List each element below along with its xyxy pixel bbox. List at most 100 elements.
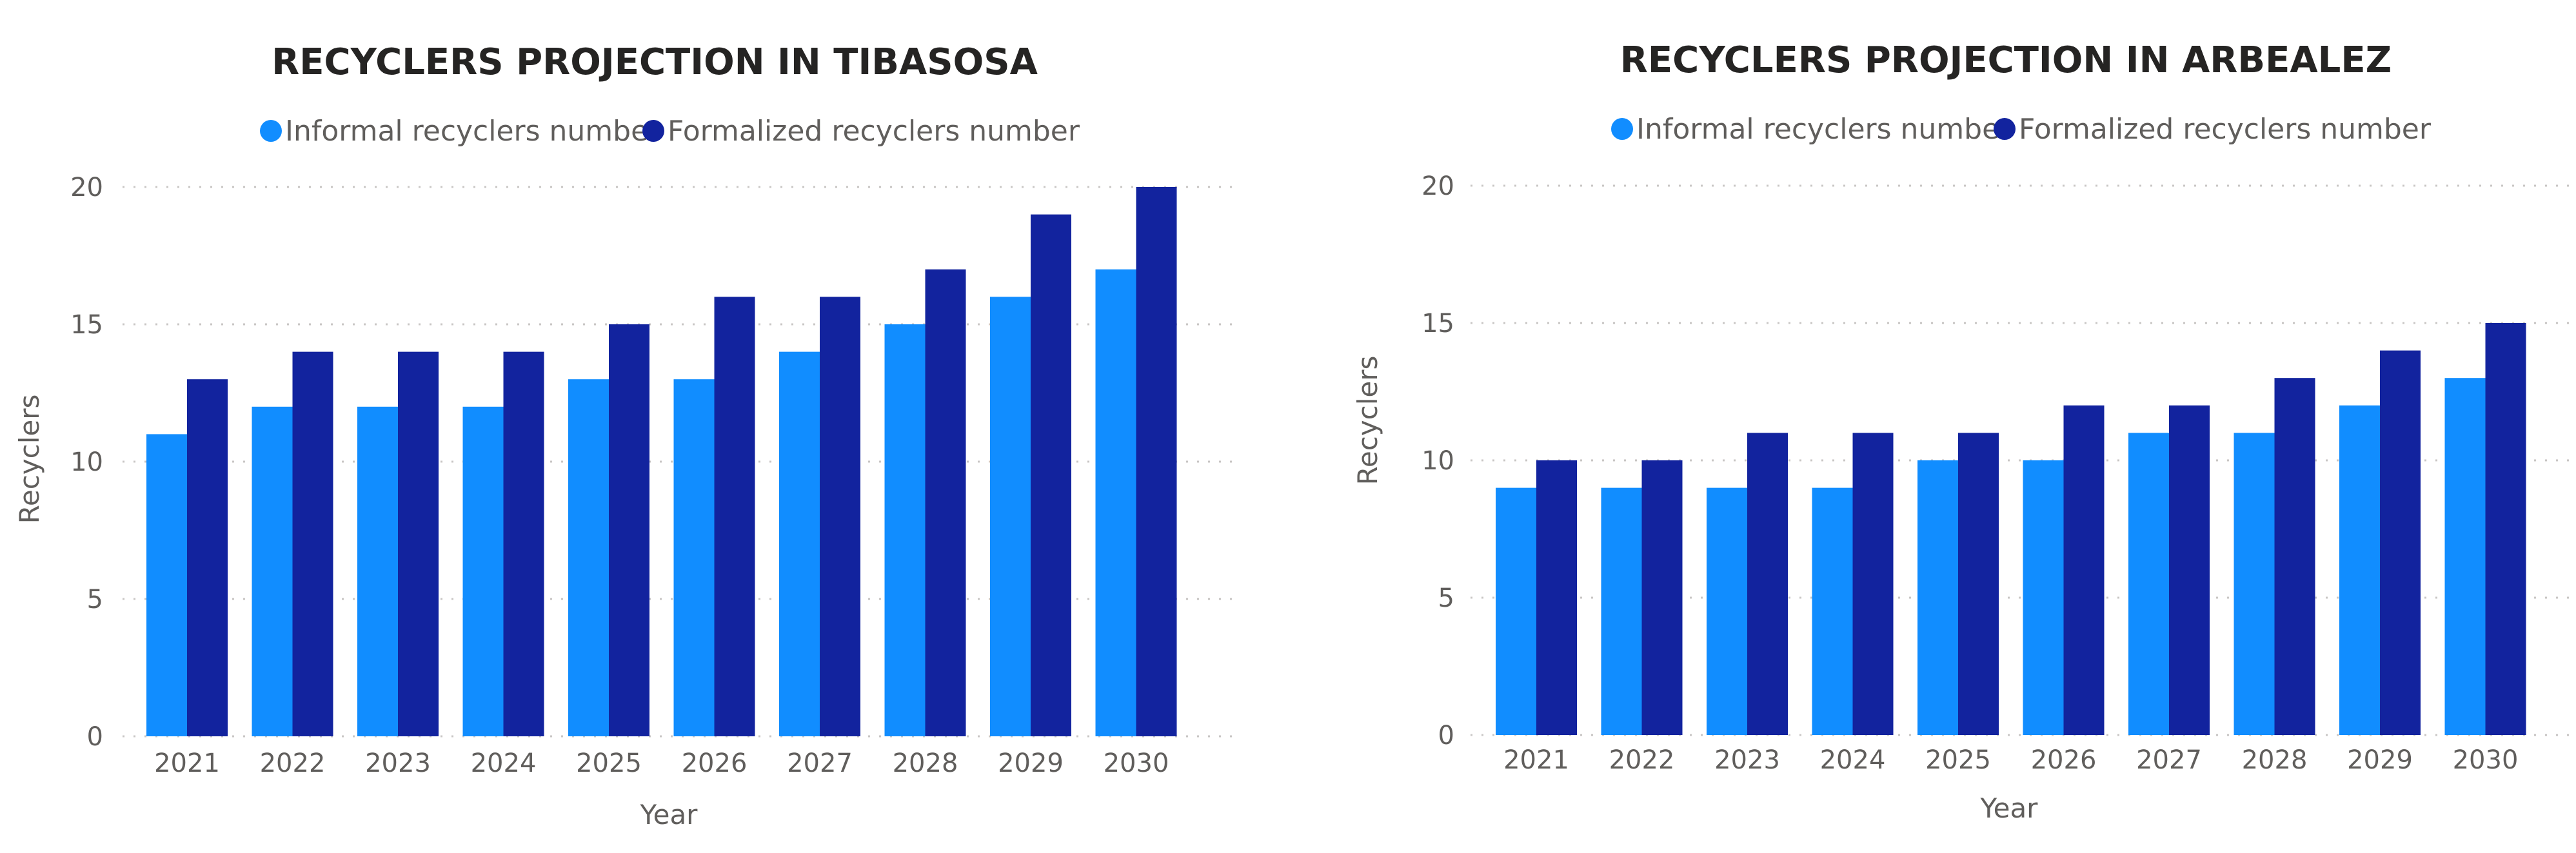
bar-informal-2024[interactable]	[462, 406, 504, 736]
x-tick-label: 2023	[1714, 745, 1780, 775]
legend: Informal recyclers number Formalized rec…	[260, 115, 1080, 148]
y-tick-labels: 0 5 10 15 20	[1422, 172, 1454, 750]
x-tick-label: 2021	[1503, 745, 1569, 775]
bar-informal-2028[interactable]	[884, 324, 926, 736]
x-tick-label: 2022	[260, 749, 326, 778]
bar-formalized-2030[interactable]	[2485, 323, 2526, 735]
bar-formalized-2023[interactable]	[398, 351, 439, 736]
chart-title: RECYCLERS PROJECTION IN ARBEALEZ	[1620, 39, 2392, 81]
x-tick-label: 2028	[893, 749, 958, 778]
x-tick-label: 2026	[682, 749, 748, 778]
x-tick-label: 2021	[154, 749, 220, 778]
legend-marker-informal	[1611, 118, 1633, 140]
legend-item-informal[interactable]: Informal recyclers number	[1611, 113, 2012, 146]
bars	[146, 187, 1177, 737]
y-tick-labels: 0 5 10 15 20	[70, 173, 103, 752]
x-tick-label: 2025	[1925, 745, 1991, 775]
y-tick-label: 15	[1422, 309, 1454, 338]
bar-formalized-2029[interactable]	[1031, 214, 1071, 737]
bar-formalized-2023[interactable]	[1747, 433, 1788, 735]
bar-informal-2022[interactable]	[1601, 487, 1642, 735]
x-tick-label: 2029	[2347, 745, 2413, 775]
bar-informal-2028[interactable]	[2234, 433, 2275, 735]
x-tick-label: 2025	[576, 749, 642, 778]
x-tick-label: 2030	[1104, 749, 1169, 778]
chart-tibasosa-svg: RECYCLERS PROJECTION IN TIBASOSA Informa…	[14, 41, 1238, 830]
x-tick-labels: 2021 2022 2023 2024 2025 2026 2027 2028 2029 2030	[154, 749, 1169, 778]
bar-formalized-2022[interactable]	[292, 351, 333, 736]
x-axis-label: Year	[640, 799, 698, 830]
legend-label-formalized: Formalized recyclers number	[2019, 113, 2432, 146]
legend-marker-formalized	[1994, 118, 2016, 140]
legend-item-formalized[interactable]: Formalized recyclers number	[642, 115, 1080, 148]
bar-formalized-2024[interactable]	[503, 351, 544, 736]
legend-marker-informal	[260, 120, 282, 142]
chart-title: RECYCLERS PROJECTION IN TIBASOSA	[272, 41, 1038, 83]
legend-marker-formalized	[642, 120, 664, 142]
bar-formalized-2025[interactable]	[1958, 433, 1999, 735]
y-tick-label: 5	[87, 585, 103, 614]
bar-informal-2021[interactable]	[1496, 487, 1536, 735]
legend: Informal recyclers number Formalized rec…	[1611, 113, 2432, 146]
bar-formalized-2026[interactable]	[2063, 405, 2105, 735]
bar-informal-2023[interactable]	[1707, 487, 1747, 735]
bar-formalized-2022[interactable]	[1641, 460, 1683, 735]
y-tick-label: 5	[1438, 583, 1454, 613]
bar-informal-2025[interactable]	[1917, 460, 1958, 735]
y-tick-label: 20	[1422, 172, 1454, 201]
bar-informal-2030[interactable]	[2444, 378, 2486, 735]
x-tick-label: 2027	[787, 749, 853, 778]
x-tick-label: 2027	[2136, 745, 2202, 775]
bar-formalized-2028[interactable]	[925, 269, 966, 736]
bar-informal-2026[interactable]	[2023, 460, 2064, 735]
bar-formalized-2030[interactable]	[1136, 187, 1177, 736]
bar-informal-2029[interactable]	[990, 297, 1031, 736]
bar-formalized-2029[interactable]	[2380, 350, 2421, 735]
legend-label-formalized: Formalized recyclers number	[668, 115, 1080, 148]
x-tick-label: 2024	[471, 749, 537, 778]
bar-informal-2024[interactable]	[1812, 487, 1853, 735]
bar-formalized-2026[interactable]	[714, 297, 755, 736]
bar-formalized-2028[interactable]	[2274, 378, 2315, 735]
bar-formalized-2027[interactable]	[820, 297, 860, 736]
x-tick-label: 2024	[1820, 745, 1886, 775]
y-axis-label: Recyclers	[14, 395, 45, 524]
legend-item-informal[interactable]: Informal recyclers number	[260, 115, 660, 148]
bar-formalized-2027[interactable]	[2169, 405, 2210, 735]
bar-informal-2029[interactable]	[2339, 405, 2380, 735]
y-tick-label: 10	[70, 447, 103, 477]
x-tick-label: 2026	[2031, 745, 2097, 775]
bars	[1496, 323, 2526, 735]
bar-informal-2030[interactable]	[1095, 269, 1136, 736]
bar-informal-2025[interactable]	[568, 379, 609, 736]
legend-label-informal: Informal recyclers number	[1636, 113, 2012, 146]
y-tick-label: 0	[1438, 721, 1454, 750]
x-axis-label: Year	[1980, 792, 2039, 824]
bar-formalized-2024[interactable]	[1852, 433, 1894, 735]
x-tick-label: 2022	[1609, 745, 1675, 775]
bar-informal-2026[interactable]	[673, 379, 715, 736]
x-tick-label: 2030	[2453, 745, 2519, 775]
bar-informal-2023[interactable]	[357, 406, 398, 736]
bar-formalized-2025[interactable]	[609, 324, 649, 736]
x-tick-label: 2028	[2242, 745, 2308, 775]
y-tick-label: 10	[1422, 446, 1454, 476]
bar-informal-2021[interactable]	[146, 434, 187, 736]
x-tick-labels: 2021 2022 2023 2024 2025 2026 2027 2028 2029 2030	[1503, 745, 2518, 775]
bar-formalized-2021[interactable]	[187, 379, 228, 736]
chart-arbealez: RECYCLERS PROJECTION IN ARBEALEZ Informa…	[1348, 0, 2576, 853]
y-tick-label: 15	[70, 310, 103, 340]
bar-informal-2022[interactable]	[252, 406, 293, 736]
bar-informal-2027[interactable]	[2128, 433, 2169, 735]
x-tick-label: 2023	[365, 749, 431, 778]
chart-arbealez-svg: RECYCLERS PROJECTION IN ARBEALEZ Informa…	[1352, 39, 2576, 824]
legend-item-formalized[interactable]: Formalized recyclers number	[1994, 113, 2432, 146]
y-axis-label: Recyclers	[1352, 356, 1383, 485]
x-tick-label: 2029	[998, 749, 1064, 778]
chart-tibasosa: RECYCLERS PROJECTION IN TIBASOSA Informa…	[14, 41, 1238, 830]
bar-formalized-2021[interactable]	[1536, 460, 1577, 735]
legend-label-informal: Informal recyclers number	[285, 115, 660, 148]
y-tick-label: 0	[87, 722, 103, 752]
y-tick-label: 20	[70, 173, 103, 202]
bar-informal-2027[interactable]	[779, 351, 820, 736]
